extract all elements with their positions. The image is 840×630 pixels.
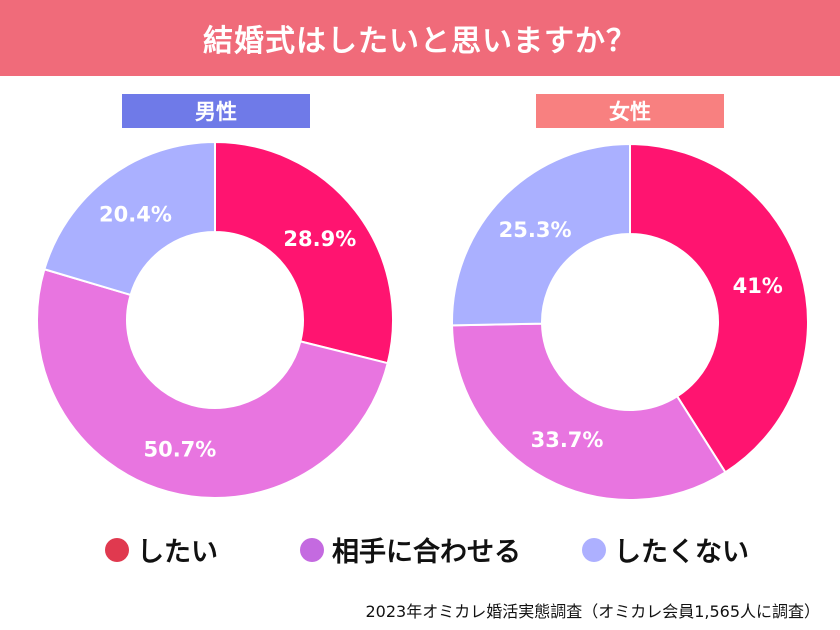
legend-item-want: したい bbox=[105, 530, 218, 569]
slice-0-1 bbox=[36, 268, 389, 499]
slice-0-2 bbox=[43, 140, 216, 297]
legend-label: 相手に合わせる bbox=[332, 537, 521, 568]
legend-dot bbox=[582, 537, 606, 562]
legend: したい 相手に合わせる したくない bbox=[0, 530, 840, 570]
legend-item-dont-want: したくない bbox=[582, 530, 749, 569]
male-label: 男性 bbox=[122, 94, 310, 128]
female-label: 女性 bbox=[536, 94, 724, 128]
legend-item-partner: 相手に合わせる bbox=[300, 530, 521, 569]
data-label: 28.9% bbox=[283, 227, 356, 251]
data-label: 33.7% bbox=[531, 428, 604, 452]
slice-0-0 bbox=[214, 140, 394, 365]
legend-label: したい bbox=[137, 537, 218, 568]
data-label: 20.4% bbox=[99, 202, 172, 226]
legend-label: したくない bbox=[614, 537, 749, 568]
legend-dot bbox=[300, 537, 324, 562]
slice-1-0 bbox=[629, 142, 809, 474]
data-label: 25.3% bbox=[499, 218, 572, 242]
source-note: 2023年オミカレ婚活実態調査（オミカレ会員1,565人に調査） bbox=[365, 602, 820, 621]
slice-1-1 bbox=[451, 322, 727, 501]
data-label: 41% bbox=[733, 274, 783, 298]
legend-dot bbox=[105, 537, 129, 562]
chart-title: 結婚式はしたいと思いますか？ bbox=[0, 0, 840, 76]
slice-1-2 bbox=[451, 142, 631, 327]
data-label: 50.7% bbox=[143, 437, 216, 461]
